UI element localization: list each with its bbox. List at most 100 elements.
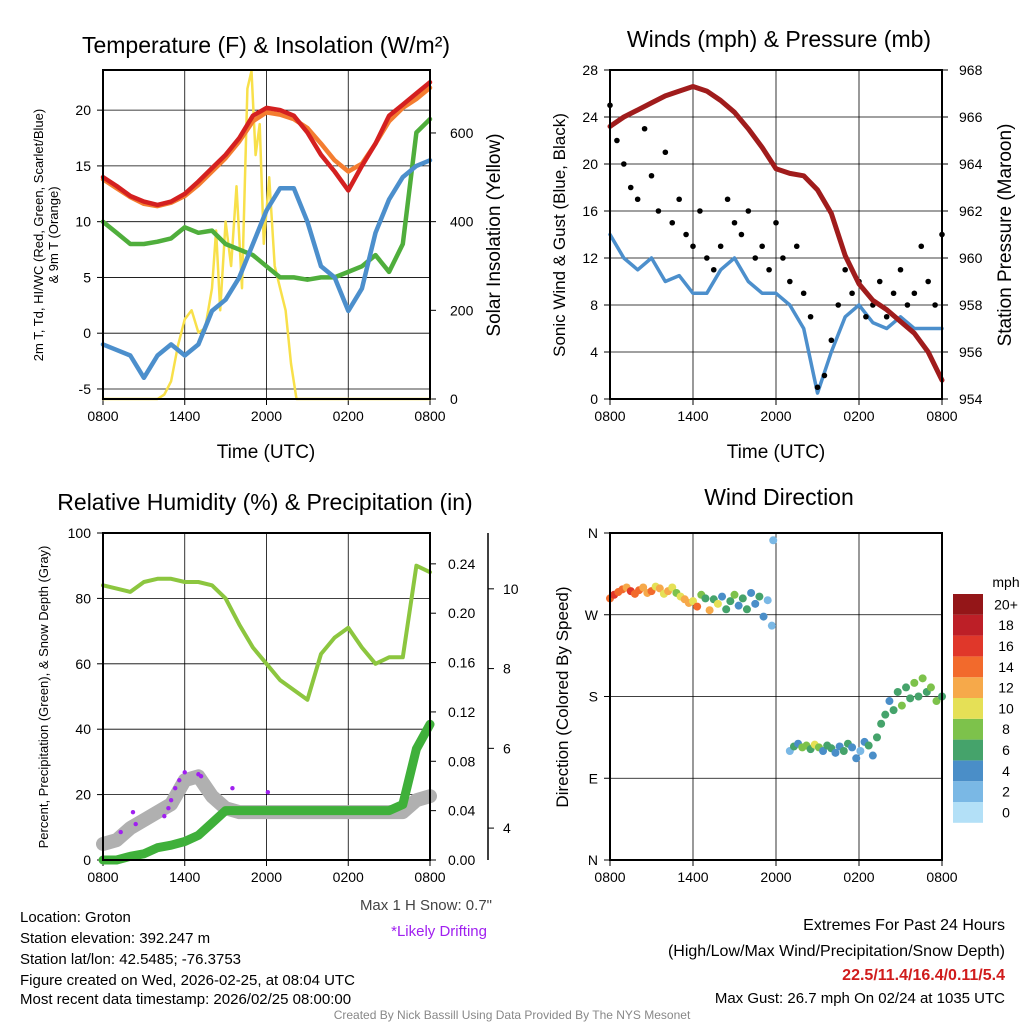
y-tick-label: 0 [83, 852, 91, 868]
gust-point [918, 243, 925, 250]
y-tick-label: N [588, 525, 598, 541]
colorbar-label: 20+ [994, 596, 1018, 612]
x-tick-label: 1400 [677, 869, 708, 885]
y2-tick-label: 958 [959, 297, 983, 313]
x-tick-label: 2000 [251, 869, 282, 885]
x-tick-label: 2000 [760, 869, 791, 885]
y2-tick-label: 400 [450, 214, 474, 230]
wind-direction-point [639, 583, 648, 592]
gust-point [683, 231, 689, 238]
gust-point [821, 372, 828, 379]
extremes-legend: (High/Low/Max Wind/Precipitation/Snow De… [668, 943, 1005, 960]
wind-direction-point [751, 599, 760, 608]
location-text: Location: Groton [20, 909, 131, 926]
x-tick-label: 0800 [87, 869, 118, 885]
precip-tick-label: 0.00 [448, 852, 475, 868]
credit-text: Created By Nick Bassill Using Data Provi… [334, 1008, 691, 1022]
y-tick-label: 8 [590, 297, 598, 313]
x-tick-label: 0800 [87, 408, 118, 424]
y2-tick-label: 0 [450, 391, 458, 407]
x-tick-label: 2000 [251, 408, 282, 424]
colorbar-label: 16 [998, 638, 1014, 654]
station-pressure-line [607, 84, 945, 383]
y-tick-label: 20 [75, 787, 91, 803]
wind-direction-point [689, 597, 697, 606]
x-tick-label: 0200 [333, 408, 364, 424]
precip-tick-label: 0.04 [448, 803, 475, 819]
wind-direction-point [755, 592, 764, 601]
wind-direction-point [868, 751, 877, 760]
y-tick-label: 60 [75, 656, 91, 672]
drifting-point [182, 770, 187, 775]
y2-tick-label: 956 [959, 344, 983, 360]
wind-direction-point [902, 683, 911, 692]
wind-direction-point [767, 621, 776, 630]
x-tick-label: 0800 [926, 408, 957, 424]
gust-point [669, 219, 676, 226]
y-tick-label: 4 [590, 344, 598, 360]
gust-point [710, 266, 717, 273]
gust-point [745, 208, 752, 214]
wind-direction-point [852, 754, 861, 763]
colorbar-swatch [953, 781, 983, 802]
series-2m-t-line [100, 80, 433, 208]
y2-tick-label: 962 [959, 203, 983, 219]
x-axis-label: Time (UTC) [727, 442, 826, 463]
wind-direction-point [839, 747, 848, 755]
y-axis-label: Sonic Wind & Gust (Blue, Black) [550, 113, 569, 357]
y-tick-label: 10 [75, 214, 91, 230]
x-tick-label: 0200 [333, 869, 364, 885]
snow-tick-label: 4 [503, 820, 511, 836]
extremes-values: 22.5/11.4/16.4/0.11/5.4 [842, 967, 1005, 984]
wind-direction-point [693, 602, 702, 611]
y-tick-label: -5 [79, 381, 92, 397]
gust-point [849, 290, 855, 297]
gust-point [690, 243, 696, 250]
y2-tick-label: 968 [959, 62, 983, 78]
wind-direction-point [914, 692, 923, 701]
gust-point [793, 243, 800, 250]
wind-direction-point [701, 594, 710, 603]
gust-point [835, 302, 842, 308]
y2-tick-label: 964 [959, 156, 983, 172]
wind-direction-point [856, 747, 865, 755]
extremes-title: Extremes For Past 24 Hours [803, 917, 1005, 934]
humidity-panel: 0800 1400 2000 0200 08000204060801000.000.04… [36, 489, 519, 885]
precip-tick-label: 0.12 [448, 704, 475, 720]
y-tick-label: 16 [582, 203, 598, 219]
colorbar-label: 14 [998, 659, 1014, 675]
max-snow-text: Max 1 H Snow: 0.7" [360, 897, 492, 914]
precip-tick-label: 0.20 [448, 605, 475, 621]
wind-direction-point [906, 694, 915, 703]
wind-direction-point [713, 599, 722, 608]
plot-frame [102, 532, 431, 861]
wind-direction-point [910, 678, 919, 687]
gust-point [904, 302, 911, 308]
drifting-point [265, 790, 271, 795]
y2-tick-label: 200 [450, 302, 474, 318]
drifting-point [130, 809, 136, 815]
gust-point [911, 290, 918, 297]
colorbar-swatch [953, 802, 983, 823]
gust-point [648, 172, 655, 179]
y2-tick-label: 600 [450, 125, 474, 141]
wind-direction-point [831, 748, 840, 757]
wind-direction-point [932, 697, 941, 706]
gust-point [724, 196, 731, 203]
wind-direction-point [705, 606, 714, 615]
gust-point [780, 255, 786, 261]
wind-direction-point [730, 590, 739, 599]
wind-direction-point [738, 594, 747, 603]
relative-humidity-line [101, 563, 432, 702]
y-tick-label: 0 [83, 325, 91, 341]
drifting-point [173, 786, 178, 791]
y-axis-label-line2: & 9m T (Orange) [46, 186, 61, 283]
drifting-point [198, 774, 204, 779]
drifting-point [177, 778, 182, 783]
chart-title: Winds (mph) & Pressure (mb) [627, 26, 931, 52]
chart-title: Temperature (F) & Insolation (W/m²) [82, 32, 450, 58]
gust-point [876, 278, 883, 285]
colorbar-swatch [953, 614, 983, 636]
